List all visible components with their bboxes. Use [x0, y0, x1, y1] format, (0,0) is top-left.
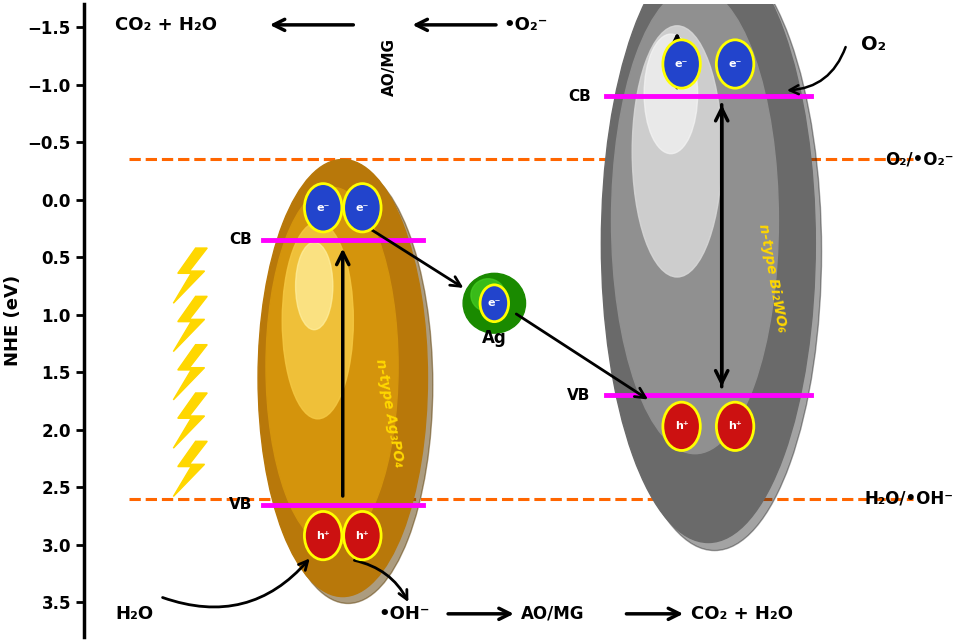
Text: e⁻: e⁻ — [356, 203, 369, 213]
Circle shape — [305, 183, 342, 232]
Ellipse shape — [282, 222, 354, 419]
Circle shape — [305, 512, 342, 560]
Text: h⁺: h⁺ — [728, 421, 742, 431]
Circle shape — [480, 285, 509, 322]
Polygon shape — [173, 248, 207, 303]
Polygon shape — [173, 441, 207, 497]
Text: H₂O/•OH⁻: H₂O/•OH⁻ — [864, 490, 954, 508]
Text: n-type Ag₃PO₄: n-type Ag₃PO₄ — [372, 357, 406, 468]
Text: AO/MG: AO/MG — [381, 38, 397, 96]
Text: CB: CB — [567, 88, 591, 104]
Ellipse shape — [602, 0, 815, 542]
Ellipse shape — [612, 0, 778, 454]
Text: O₂: O₂ — [860, 35, 886, 54]
Text: H₂O: H₂O — [116, 605, 154, 623]
Ellipse shape — [266, 187, 398, 545]
Circle shape — [716, 40, 754, 88]
Text: VB: VB — [228, 497, 252, 512]
Ellipse shape — [296, 242, 333, 329]
Text: AO/MG: AO/MG — [521, 605, 585, 623]
Ellipse shape — [264, 167, 433, 603]
Ellipse shape — [608, 0, 821, 551]
Text: e⁻: e⁻ — [317, 203, 330, 213]
Polygon shape — [173, 296, 207, 351]
Text: e⁻: e⁻ — [728, 59, 742, 69]
Text: VB: VB — [567, 388, 591, 403]
Ellipse shape — [644, 34, 698, 154]
Ellipse shape — [464, 273, 525, 333]
Circle shape — [662, 402, 701, 451]
Text: e⁻: e⁻ — [488, 298, 501, 308]
Text: CO₂ + H₂O: CO₂ + H₂O — [691, 605, 793, 623]
Circle shape — [716, 402, 754, 451]
Text: n-type Bi₂WO₆: n-type Bi₂WO₆ — [757, 222, 789, 333]
Text: CO₂ + H₂O: CO₂ + H₂O — [116, 16, 218, 34]
Text: h⁺: h⁺ — [356, 531, 369, 540]
Text: CB: CB — [229, 233, 252, 247]
Text: h⁺: h⁺ — [317, 531, 330, 540]
Ellipse shape — [471, 279, 506, 312]
Circle shape — [662, 40, 701, 88]
Text: e⁻: e⁻ — [675, 59, 688, 69]
Text: •O₂⁻: •O₂⁻ — [504, 16, 548, 34]
Text: h⁺: h⁺ — [674, 421, 689, 431]
Text: O₂/•O₂⁻: O₂/•O₂⁻ — [885, 151, 954, 169]
Text: •OH⁻: •OH⁻ — [378, 605, 430, 623]
Ellipse shape — [258, 160, 427, 597]
Y-axis label: NHE (eV): NHE (eV) — [4, 275, 23, 366]
Circle shape — [344, 512, 381, 560]
Circle shape — [344, 183, 381, 232]
Text: Ag: Ag — [482, 329, 507, 347]
Polygon shape — [173, 393, 207, 448]
Polygon shape — [173, 345, 207, 400]
Ellipse shape — [632, 26, 722, 277]
